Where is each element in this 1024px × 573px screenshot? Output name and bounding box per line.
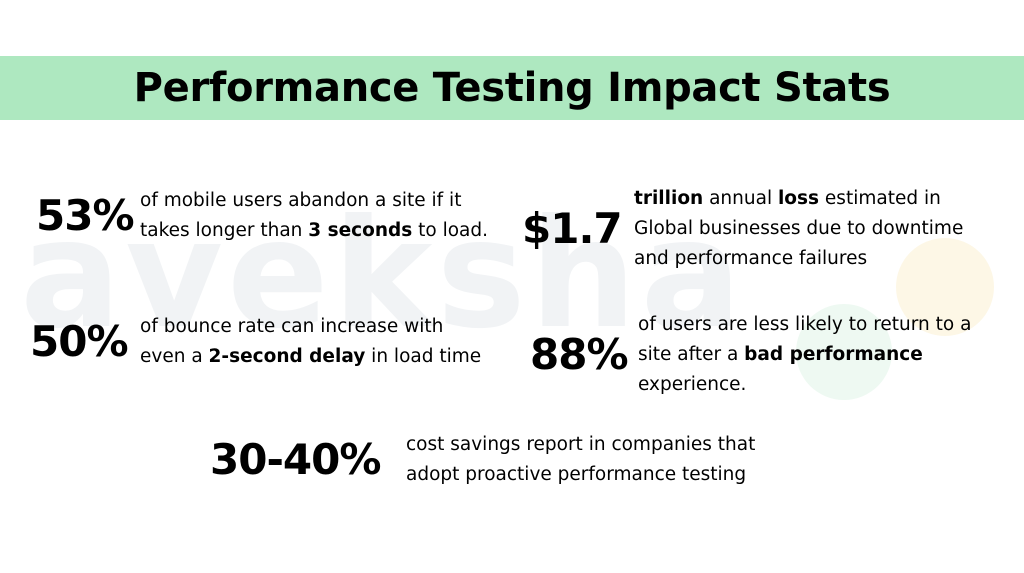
emphasis-text: bad performance: [744, 344, 923, 365]
title-band: Performance Testing Impact Stats: [0, 56, 1024, 120]
stat-cost-savings: 30-40% cost savings report in companies …: [210, 430, 755, 490]
page-title: Performance Testing Impact Stats: [133, 65, 891, 111]
stat-description: trillion annual loss estimated in Global …: [634, 184, 963, 274]
stat-description: of mobile users abandon a site if it take…: [140, 186, 488, 246]
stat-description-line: Global businesses due to downtime: [634, 214, 963, 244]
text-run: of users are less likely to return to a: [638, 314, 972, 335]
stat-description-line: adopt proactive performance testing: [406, 460, 755, 490]
stat-mobile-abandon: 53% of mobile users abandon a site if it…: [36, 186, 488, 246]
text-run: to load.: [412, 220, 489, 241]
stat-description-line: of bounce rate can increase with: [140, 312, 481, 342]
stat-description-line: even a 2-second delay in load time: [140, 342, 481, 372]
emphasis-text: 3 seconds: [308, 220, 413, 241]
stat-description-line: experience.: [638, 370, 971, 400]
stat-value: $1.7: [522, 204, 623, 253]
text-run: of bounce rate can increase with: [140, 316, 444, 337]
stat-value: 88%: [530, 330, 629, 379]
stat-value: 30-40%: [210, 435, 381, 484]
text-run: takes longer than: [140, 220, 309, 241]
text-run: cost savings report in companies that: [406, 434, 756, 455]
stat-description-line: trillion annual loss estimated in: [634, 184, 963, 214]
stat-annual-loss: $1.7 trillion annual loss estimated in Gl…: [522, 184, 963, 274]
stat-description: of bounce rate can increase with even a 2…: [140, 312, 481, 372]
text-run: and performance failures: [634, 248, 868, 269]
stat-value: 50%: [30, 317, 129, 366]
stat-description-line: takes longer than 3 seconds to load.: [140, 216, 488, 246]
stat-description-line: cost savings report in companies that: [406, 430, 755, 460]
stat-description-line: and performance failures: [634, 244, 963, 274]
watermark-circle-yellow: [896, 238, 994, 336]
stat-description-line: of users are less likely to return to a: [638, 310, 971, 340]
text-run: even a: [140, 346, 209, 367]
text-run: annual: [703, 188, 778, 209]
text-run: estimated in: [819, 188, 941, 209]
text-run: Global businesses due to downtime: [634, 218, 964, 239]
stat-return-likelihood: 88% of users are less likely to return t…: [530, 310, 971, 400]
text-run: experience.: [638, 374, 747, 395]
text-run: site after a: [638, 344, 745, 365]
text-run: of mobile users abandon a site if it: [140, 190, 462, 211]
stat-bounce-rate: 50% of bounce rate can increase with even…: [30, 312, 481, 372]
stat-description: of users are less likely to return to a s…: [638, 310, 971, 400]
stat-description: cost savings report in companies that ado…: [406, 430, 755, 490]
emphasis-text: trillion: [634, 188, 704, 209]
watermark-circle-green: [796, 304, 892, 400]
emphasis-text: loss: [777, 188, 820, 209]
stat-value: 53%: [36, 191, 135, 240]
text-run: adopt proactive performance testing: [406, 464, 747, 485]
stat-description-line: of mobile users abandon a site if it: [140, 186, 488, 216]
stat-description-line: site after a bad performance: [638, 340, 971, 370]
text-run: in load time: [365, 346, 482, 367]
emphasis-text: 2-second delay: [208, 346, 366, 367]
